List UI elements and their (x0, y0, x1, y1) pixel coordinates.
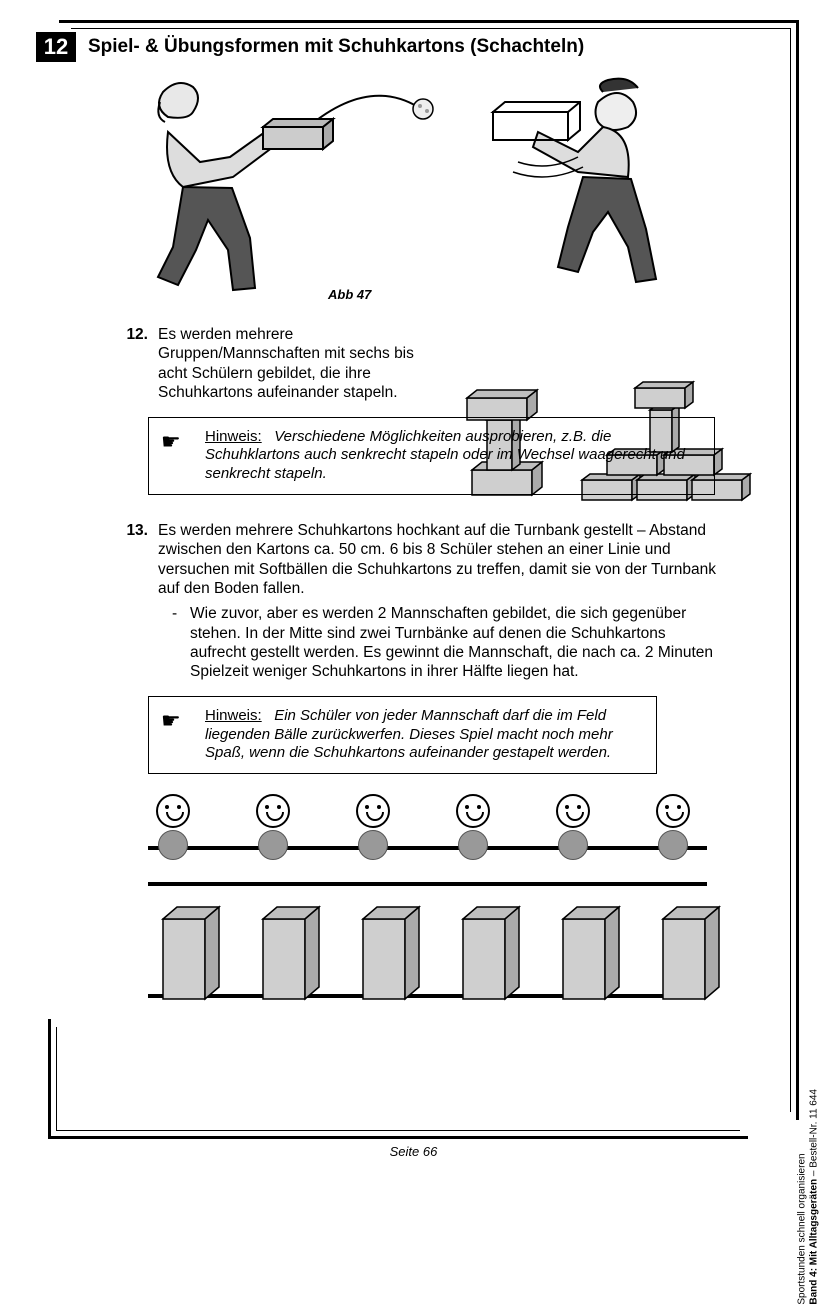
boxes-on-bench-diagram (148, 882, 707, 1012)
side-publisher-text: Sportstunden schnell organisieren Band 4… (797, 1089, 821, 1305)
exercise-13: 13. Es werden mehrere Schuhkartons hochk… (118, 521, 717, 682)
pointing-hand-icon: ☛ (161, 428, 181, 456)
figure-47: Abb 47 (48, 67, 787, 317)
shoebox-icon (358, 904, 414, 994)
player-icon (248, 794, 298, 860)
page-header: 12 Spiel- & Übungsformen mit Schuhkarton… (36, 32, 787, 62)
shoebox-icon (258, 904, 314, 994)
exercise-number: 12. (118, 325, 148, 403)
hint-box-1: ☛ Hinweis: Verschiedene Möglichkeiten au… (148, 417, 715, 495)
section-title: Spiel- & Übungsformen mit Schuhkartons (… (88, 36, 584, 58)
exercise-sub: - Wie zuvor, aber es werden 2 Mannschaft… (172, 604, 717, 682)
hint-label: Hinweis: (205, 707, 262, 724)
page-footer: Seite 66 (0, 1144, 827, 1159)
hint-box-2: ☛ Hinweis: Ein Schüler von jeder Mannsch… (148, 696, 657, 774)
section-number: 12 (36, 32, 76, 62)
exercise-number: 13. (118, 521, 148, 682)
exercise-12: 12. Es werden mehrere Gruppen/Mannschaft… (118, 325, 427, 403)
player-icon (648, 794, 698, 860)
player-icon (448, 794, 498, 860)
pointing-hand-icon: ☛ (161, 707, 181, 735)
player-icon (548, 794, 598, 860)
player-icon (148, 794, 198, 860)
hint-text: Verschiedene Möglichkeiten ausprobieren,… (205, 428, 685, 483)
exercise-text: Es werden mehrere Gruppen/Mannschaften m… (158, 325, 427, 403)
shoebox-icon (658, 904, 714, 994)
hint-label: Hinweis: (205, 428, 262, 445)
exercise-text: Es werden mehrere Schuhkartons hochkant … (158, 521, 717, 599)
shoebox-icon (558, 904, 614, 994)
shoebox-icon (158, 904, 214, 994)
figure-label: Abb 47 (328, 287, 371, 302)
player-icon (348, 794, 398, 860)
players-diagram (148, 794, 707, 864)
shoebox-icon (458, 904, 514, 994)
